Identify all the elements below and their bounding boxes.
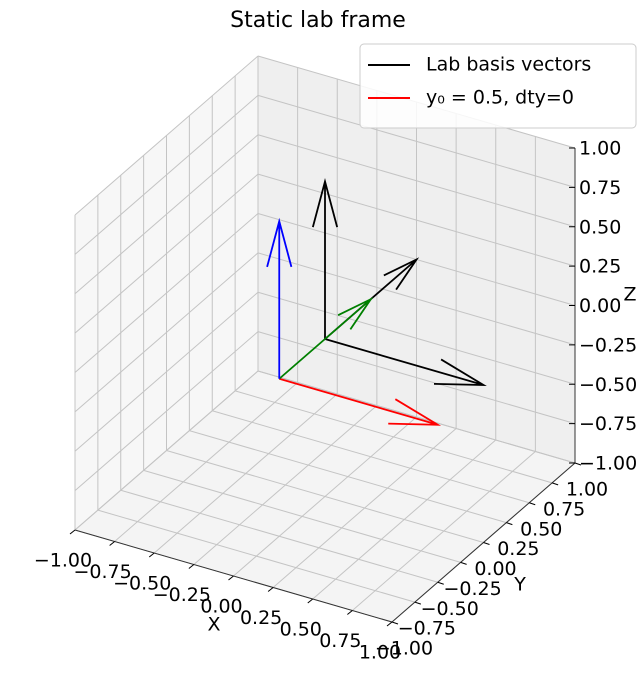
tick-mark <box>109 541 115 546</box>
x-tick-label: −1.00 <box>34 550 92 572</box>
tick-mark <box>529 502 536 506</box>
x-tick-label: 1.00 <box>359 642 401 664</box>
tick-mark <box>460 561 467 565</box>
z-tick-label: 0.25 <box>579 256 621 278</box>
legend-box <box>359 43 637 129</box>
grid-line <box>234 390 553 484</box>
arrow <box>278 377 442 426</box>
grid-line <box>143 469 461 563</box>
z-axis-label: Z <box>623 284 636 306</box>
tick-mark <box>307 598 314 604</box>
grid-line <box>74 213 259 373</box>
grid-line <box>97 509 416 603</box>
z-tick-label: 0.75 <box>579 177 621 199</box>
z-tick-label: −0.75 <box>579 413 637 435</box>
z-tick-label: −1.00 <box>579 453 637 475</box>
x-tick-label: −0.75 <box>74 561 132 583</box>
grid-line <box>257 331 576 425</box>
grid-line <box>74 134 259 295</box>
tick-mark <box>347 610 353 615</box>
grid-line <box>74 370 259 531</box>
arrow <box>266 217 293 379</box>
tick-mark <box>228 575 234 581</box>
y-tick-label: 0.75 <box>543 498 585 520</box>
y-tick-label: −0.50 <box>421 598 479 620</box>
grid-line <box>120 489 438 583</box>
grid-line <box>74 291 259 452</box>
grid-line <box>74 94 259 255</box>
tick-mark <box>386 621 393 627</box>
grid-line <box>74 331 259 492</box>
tick-mark <box>148 552 155 558</box>
grid-line <box>257 291 576 385</box>
z-tick-label: −0.50 <box>579 374 637 396</box>
x-tick-label: −0.25 <box>153 584 211 606</box>
grid-line <box>74 55 259 216</box>
grid-line <box>212 410 530 504</box>
x-tick-label: 0.00 <box>200 596 242 618</box>
z-tick-label: −0.25 <box>579 334 637 356</box>
grid-line <box>257 134 576 228</box>
grid-line <box>257 252 576 346</box>
z-tick-label: 1.00 <box>579 138 621 160</box>
x-tick-label: −0.50 <box>113 573 171 595</box>
grid-line <box>257 370 576 464</box>
y-tick-label: 0.00 <box>474 558 516 580</box>
grid-line <box>189 430 507 524</box>
y-axis-label: Y <box>513 574 526 596</box>
legend: Lab basis vectors y₀ = 0.5, dty=0 <box>359 43 637 129</box>
tick-mark <box>437 581 444 585</box>
legend-label: Lab basis vectors <box>426 54 591 76</box>
tick-mark <box>414 601 422 605</box>
grid-line <box>257 173 576 267</box>
x-tick-label: 0.50 <box>280 619 322 641</box>
tick-mark <box>506 522 513 526</box>
y-tick-label: 0.50 <box>520 518 562 540</box>
legend-label: y₀ = 0.5, dty=0 <box>426 87 574 109</box>
tick-mark <box>551 482 559 486</box>
tick-mark <box>483 542 490 545</box>
x-tick-label: 0.75 <box>319 630 361 652</box>
y-tick-label: −0.25 <box>444 578 502 600</box>
arrow <box>278 296 374 380</box>
z-tick-label: 0.50 <box>579 216 621 238</box>
y-tick-label: 0.25 <box>497 538 539 560</box>
arrow <box>324 338 487 386</box>
x-axis-label: X <box>207 614 220 636</box>
tick-mark <box>574 462 582 466</box>
tick-mark <box>267 587 274 592</box>
tick-mark <box>188 564 195 569</box>
x-tick-label: 0.25 <box>240 607 282 629</box>
grid-line <box>74 173 259 334</box>
grid-line <box>257 94 576 188</box>
grid-line <box>166 450 484 543</box>
grid-line <box>74 252 259 413</box>
y-tick-label: −0.75 <box>398 618 456 640</box>
y-tick-label: 1.00 <box>566 479 608 501</box>
tick-mark <box>69 529 76 535</box>
tick-mark <box>391 621 399 625</box>
z-tick-label: 0.00 <box>579 295 621 317</box>
arrow <box>311 177 339 339</box>
y-tick-label: −1.00 <box>375 638 433 660</box>
chart-title: Static lab frame <box>230 8 406 33</box>
